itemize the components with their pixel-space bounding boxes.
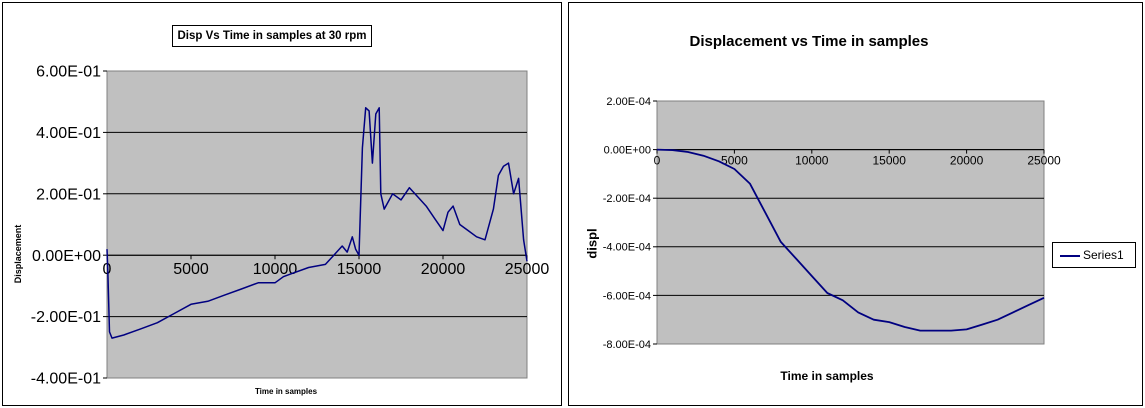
chart-1-x-tick-label: 15000 xyxy=(337,261,382,278)
chart-2-y-tick-label: -4.00E-04 xyxy=(603,242,651,254)
chart-1-y-tick-label: 2.00E-01 xyxy=(36,186,101,203)
chart-panel-2: 2.00E-04 0.00E+00 -2.00E-04 -4.00E-04 -6.00E… xyxy=(568,2,1143,406)
chart-2-x-tick-label: 10000 xyxy=(795,154,829,168)
chart-1-y-tick-label: -2.00E-01 xyxy=(31,309,101,326)
chart-2-y-tick-label: 0.00E+00 xyxy=(604,144,651,156)
chart-2-x-tick-label: 5000 xyxy=(721,154,748,168)
chart-2-x-tick-label: 15000 xyxy=(873,154,907,168)
chart-2-plot-area xyxy=(656,100,1045,345)
chart-2-y-tick-label: -8.00E-04 xyxy=(603,339,651,351)
chart-1-y-axis-label: Displacement xyxy=(13,224,23,284)
chart-2-x-tick-label: 0 xyxy=(654,154,661,168)
chart-1-y-tick-label: 6.00E-01 xyxy=(36,64,101,81)
chart-1-x-tick-label: 10000 xyxy=(253,261,298,278)
chart-2-svg: 2.00E-04 0.00E+00 -2.00E-04 -4.00E-04 -6.00E… xyxy=(603,96,1061,351)
chart-1-y-tick-label: 4.00E-01 xyxy=(36,125,101,142)
chart-2-y-tick-label: -6.00E-04 xyxy=(603,290,651,302)
legend-label-series1: Series1 xyxy=(1083,248,1124,262)
legend-swatch-series1 xyxy=(1060,255,1080,257)
chart-1-y-tick-label: -4.00E-01 xyxy=(31,371,101,388)
chart-1-x-tick-label: 25000 xyxy=(505,261,550,278)
chart-1-plot-area xyxy=(106,70,528,379)
chart-1-y-tick-label: 0.00E+00 xyxy=(32,248,101,265)
chart-2-x-axis-label: Time in samples xyxy=(780,369,874,383)
chart-2-series-line-1 xyxy=(656,148,1045,332)
chart-2-y-tick-label: 2.00E-04 xyxy=(606,96,651,108)
chart-1-series-line-1 xyxy=(106,107,528,339)
chart-1-title: Disp Vs Time in samples at 30 rpm xyxy=(172,25,372,47)
chart-2-title: Displacement vs Time in samples xyxy=(689,33,929,50)
chart-panel-1: 6.00E-01 4.00E-01 2.00E-01 0.00E+00 -2.00E-0… xyxy=(2,2,562,406)
chart-1-x-tick-label: 5000 xyxy=(173,261,209,278)
chart-2-x-tick-label: 20000 xyxy=(950,154,984,168)
chart-1-svg: 6.00E-01 4.00E-01 2.00E-01 0.00E+00 -2.00E-0… xyxy=(31,64,550,388)
chart-2-x-tick-label: 25000 xyxy=(1027,154,1061,168)
chart-2-legend: Series1 xyxy=(1052,242,1136,268)
chart-1-x-axis-label: Time in samples xyxy=(254,387,318,396)
chart-1-x-tick-label: 20000 xyxy=(421,261,466,278)
chart-2-y-tick-label: -2.00E-04 xyxy=(603,193,651,205)
chart-2-y-axis-label: displ xyxy=(584,228,600,259)
